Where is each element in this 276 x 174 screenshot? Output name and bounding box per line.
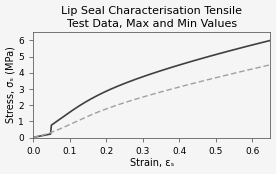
Title: Lip Seal Characterisation Tensile
Test Data, Max and Min Values: Lip Seal Characterisation Tensile Test D… <box>61 6 242 29</box>
X-axis label: Strain, εₛ: Strain, εₛ <box>130 159 174 168</box>
Y-axis label: Stress, σₛ (MPa): Stress, σₛ (MPa) <box>6 46 15 123</box>
